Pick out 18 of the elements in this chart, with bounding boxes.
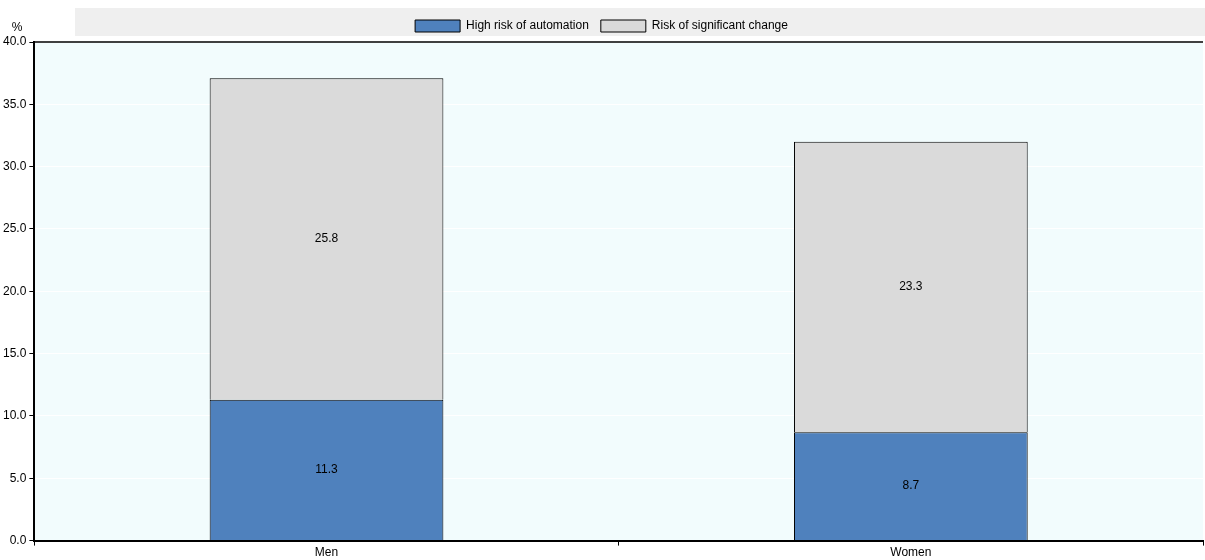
y-tick-label: 30.0 (3, 158, 27, 173)
y-tick-label: 5.0 (9, 470, 27, 485)
y-tick-label: 15.0 (3, 345, 27, 360)
y-tick-label: 35.0 (3, 96, 27, 111)
data-label: 23.3 (899, 279, 923, 294)
legend-label: High risk of automation (466, 18, 589, 33)
y-tick-label: 10.0 (3, 408, 27, 423)
legend-label: Risk of significant change (651, 18, 789, 33)
y-tick-label: 40.0 (3, 34, 27, 49)
y-tick-label: 0.0 (9, 532, 27, 547)
x-tick-label: Women (890, 545, 932, 560)
data-label: 11.3 (315, 462, 339, 477)
y-axis-title: % (11, 20, 23, 35)
y-tick-label: 25.0 (3, 221, 27, 236)
data-label: 25.8 (314, 231, 339, 246)
x-tick-label: Men (314, 545, 339, 560)
y-tick-label: 20.0 (3, 283, 27, 298)
data-label: 8.7 (902, 478, 920, 493)
